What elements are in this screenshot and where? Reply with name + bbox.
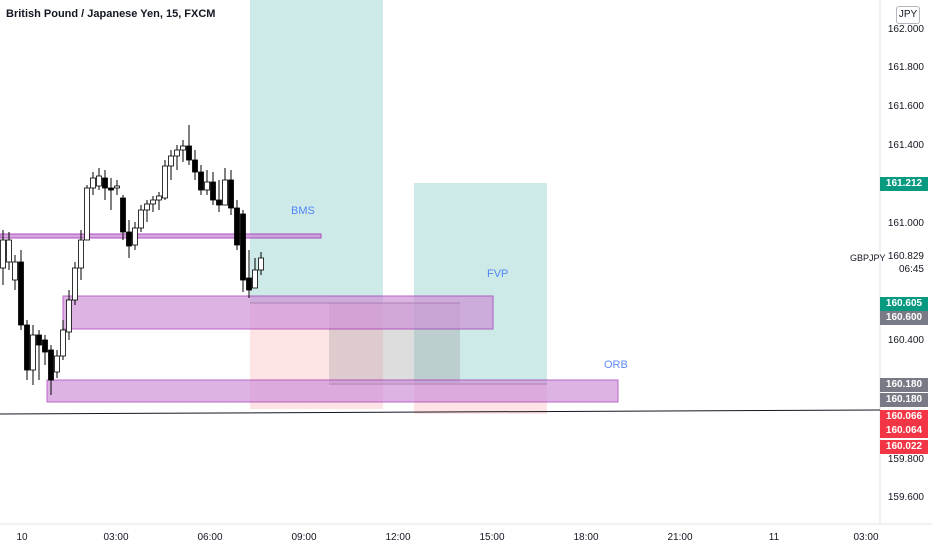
currency-selector[interactable]: JPY: [896, 6, 920, 24]
candle-body: [138, 209, 144, 229]
candle-body: [252, 269, 258, 289]
candle-body: [168, 155, 174, 167]
x-tick-label: 18:00: [573, 532, 599, 543]
candle-body: [222, 179, 228, 206]
price-tag: 160.022: [880, 440, 928, 454]
x-tick-label: 11: [768, 532, 780, 543]
candle-body: [216, 199, 222, 206]
candle-body: [234, 207, 240, 246]
y-tick-label: 159.800: [887, 454, 924, 465]
candlesticks: [0, 125, 264, 395]
fvp-label: FVP: [487, 268, 509, 280]
price-tag: 161.212: [880, 177, 928, 191]
candle-body: [24, 324, 30, 371]
candle-body: [72, 267, 78, 301]
x-tick-label: 12:00: [385, 532, 411, 543]
candle-body: [126, 231, 132, 247]
candle-body: [12, 261, 18, 281]
candle-body: [144, 203, 150, 211]
price-tag: 160.066: [880, 410, 928, 424]
last-price-label: 160.829: [887, 251, 924, 262]
candle-body: [96, 175, 102, 187]
candle-body: [204, 181, 210, 191]
orb-label: ORB: [604, 359, 628, 371]
orb-zone[interactable]: [46, 379, 619, 403]
y-tick-label: 161.800: [887, 62, 924, 73]
chart-title: British Pound / Japanese Yen, 15, FXCM: [6, 8, 216, 20]
candle-body: [120, 197, 126, 233]
bms-label: BMS: [291, 205, 315, 217]
long-position-target-zone[interactable]: [250, 0, 383, 303]
candle-body: [198, 171, 204, 191]
candle-body: [174, 149, 180, 157]
x-tick-label: 10: [16, 532, 28, 543]
candle-body: [30, 334, 36, 371]
candle-body: [186, 145, 192, 161]
candle-body: [60, 329, 66, 357]
candle-body: [6, 239, 12, 263]
candle-body: [66, 299, 72, 333]
y-tick-label: 160.400: [887, 335, 924, 346]
bar-countdown-label: 06:45: [898, 264, 924, 275]
candle-body: [18, 261, 24, 326]
horizontal-trend-line: [0, 409, 881, 415]
x-tick-label: 21:00: [667, 532, 693, 543]
price-tag: 160.180: [880, 393, 928, 407]
candle-body: [132, 227, 138, 246]
y-tick-label: 161.400: [887, 140, 924, 151]
symbol-name-label: GBPJPY: [850, 253, 886, 263]
x-tick-label: 06:00: [197, 532, 223, 543]
y-tick-label: 161.000: [887, 218, 924, 229]
bms-zone[interactable]: [0, 233, 322, 239]
candle-body: [210, 181, 216, 201]
candle-body: [246, 277, 252, 291]
fvp-zone[interactable]: [62, 295, 494, 330]
price-tag: 160.180: [880, 378, 928, 392]
x-tick-label: 15:00: [479, 532, 505, 543]
candle-body: [258, 257, 264, 271]
price-tag: 160.600: [880, 311, 928, 325]
long-position-2-target-zone[interactable]: [414, 183, 547, 383]
candle-body: [150, 199, 156, 205]
y-tick-label: 161.600: [887, 101, 924, 112]
y-tick-label: 162.000: [887, 24, 924, 35]
candle-body: [180, 145, 186, 151]
candle-body: [108, 187, 114, 191]
candle-body: [90, 177, 96, 189]
y-tick-label: 159.600: [887, 492, 924, 503]
x-tick-label: 03:00: [103, 532, 129, 543]
candle-body: [240, 213, 246, 281]
candle-body: [48, 349, 54, 381]
candle-body: [162, 165, 168, 199]
x-tick-label: 09:00: [291, 532, 317, 543]
candle-body: [78, 239, 84, 269]
price-tag: 160.064: [880, 424, 928, 438]
candle-body: [42, 339, 48, 353]
candle-body: [114, 185, 120, 189]
candle-body: [156, 195, 162, 201]
price-tag: 160.605: [880, 297, 928, 311]
candle-body: [36, 334, 42, 346]
candle-body: [102, 177, 108, 189]
candle-body: [54, 355, 60, 373]
candle-body: [0, 239, 6, 269]
candle-body: [84, 187, 90, 241]
candle-body: [228, 179, 234, 209]
candle-body: [192, 159, 198, 173]
x-tick-label: 03:00: [853, 532, 879, 543]
